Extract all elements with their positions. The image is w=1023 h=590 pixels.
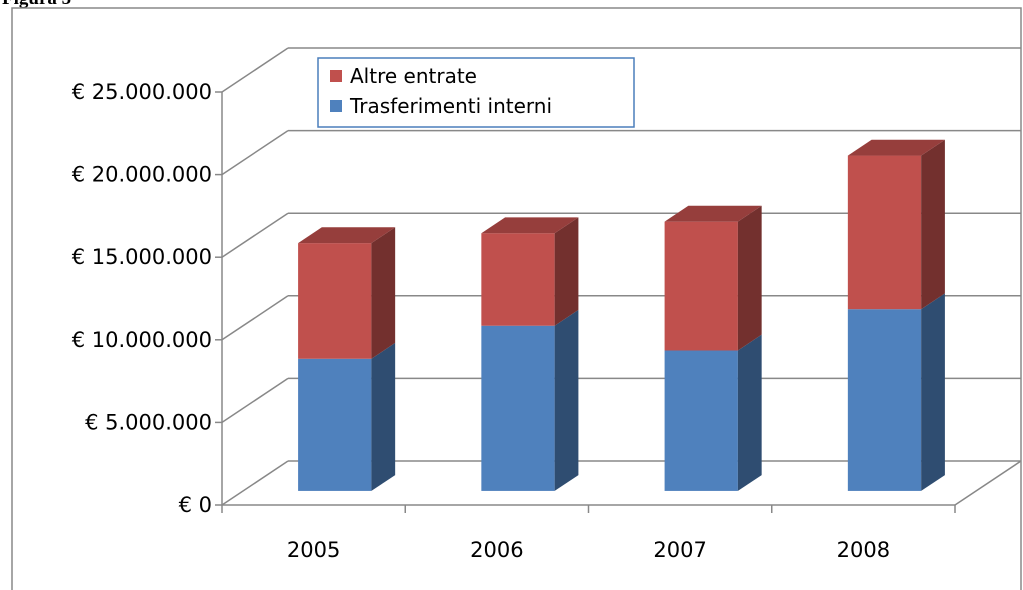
y-tick-label: € 15.000.000: [72, 245, 212, 269]
legend-label: Trasferimenti interni: [349, 94, 552, 118]
bar-side: [737, 334, 762, 491]
y-tick-label: € 20.000.000: [72, 163, 212, 187]
bar-side: [554, 309, 579, 491]
legend-label: Altre entrate: [350, 64, 477, 88]
grid-line-side: [221, 212, 289, 258]
grid-line-side: [221, 295, 289, 341]
y-tick-label: € 0: [179, 493, 212, 517]
grid-line-side: [221, 47, 289, 93]
bar-segment: [664, 221, 738, 351]
bar-segment: [298, 358, 372, 491]
x-tick-label: 2006: [470, 538, 523, 562]
bar-segment: [847, 309, 922, 491]
bar-segment: [664, 350, 738, 491]
bar-top: [664, 205, 762, 222]
bar-top: [298, 227, 396, 244]
grid-line-side: [221, 377, 289, 424]
floor-right: [954, 460, 1022, 506]
bar-side: [371, 227, 396, 359]
bar-segment: [481, 233, 555, 326]
bar-segment: [481, 325, 555, 491]
bar-side: [921, 293, 945, 491]
bar-segment: [298, 243, 372, 359]
x-tick-label: 2007: [653, 538, 706, 562]
y-tick-label: € 5.000.000: [85, 410, 212, 434]
legend-swatch: [330, 70, 342, 82]
y-tick-label: € 10.000.000: [72, 328, 212, 352]
bar-top: [847, 139, 945, 156]
bar-segment: [847, 155, 922, 310]
bar-side: [921, 139, 945, 310]
grid-line-side: [221, 460, 289, 506]
legend-box: [317, 57, 635, 128]
chart-title: Figura 5: [2, 0, 71, 9]
chart-border: [11, 7, 1022, 590]
legend-swatch: [330, 100, 342, 112]
bar-side: [371, 342, 396, 491]
x-tick-label: 2005: [287, 538, 340, 562]
bar-side: [554, 217, 579, 326]
y-tick-label: € 25.000.000: [72, 80, 212, 104]
grid-line-side: [221, 129, 289, 176]
x-tick-label: 2008: [837, 538, 890, 562]
bar-side: [737, 205, 762, 351]
bar-top: [481, 217, 579, 234]
